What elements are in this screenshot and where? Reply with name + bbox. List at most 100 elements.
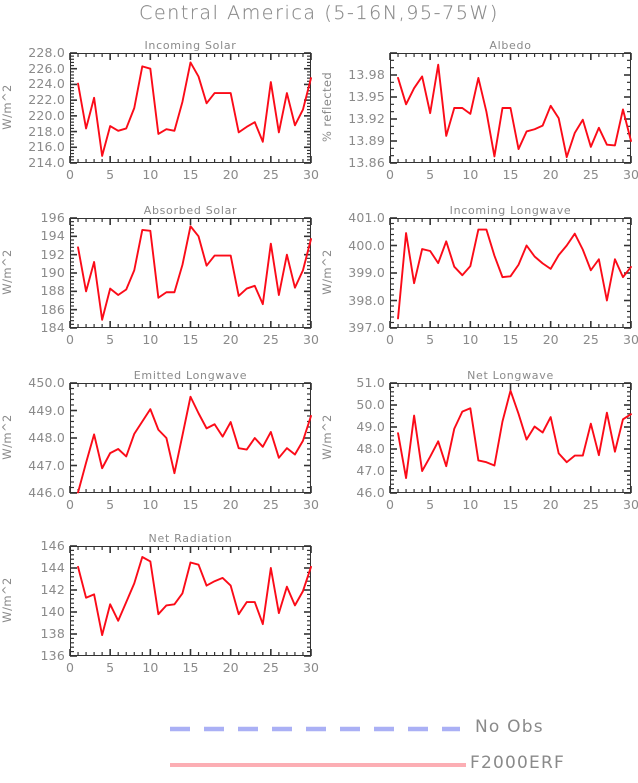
x-tick-label: 30 [303,660,319,675]
y-tick-label: 226.0 [28,60,65,76]
y-tick-label: 449.0 [28,402,65,418]
y-tick-label: 48.0 [356,441,385,456]
x-tick-label: 15 [182,497,199,512]
legend-row-no-obs: No Obs [170,717,630,747]
y-tick-label: 13.95 [348,89,385,104]
x-tick-label: 30 [303,497,319,512]
plot-svg [389,52,632,164]
x-tick-label: 10 [462,167,479,182]
page-title: Central America (5-16N,95-75W) [139,2,499,24]
chart-panel: Absorbed Solar 196 194 192 190 188 186 184 0 5 10 1… [0,204,319,347]
x-tick-label: 5 [106,497,115,512]
x-tick-label: 15 [502,167,519,182]
data-series-line [77,225,312,321]
x-tick-label: 5 [106,332,115,347]
y-tick-label: 50.0 [356,397,385,412]
y-tick-label: 214.0 [28,155,65,170]
x-tick-label: 20 [542,332,559,347]
y-tick-label: 144 [40,560,65,575]
y-tick-label: 216.0 [28,139,65,155]
data-series-line [397,389,632,479]
x-tick-label: 25 [262,497,279,512]
x-tick-label: 0 [66,660,74,675]
y-axis-label: W/m^2 [0,84,14,130]
y-axis-label: W/m^2 [0,414,14,460]
y-axis-label: W/m^2 [0,249,14,295]
legend-label-f2000erf: F2000ERF [470,753,565,773]
y-tick-label: 146 [40,538,65,553]
plot-svg [69,217,312,329]
x-tick-label: 25 [262,332,279,347]
legend-dash-line-icon [170,726,460,732]
y-tick-label: 447.0 [28,457,65,473]
y-tick-label: 188 [40,283,65,299]
y-tick-label: 400.0 [348,237,385,253]
x-tick-label: 25 [262,167,279,182]
y-axis-label: % reflected [320,71,334,143]
x-tick-label: 25 [582,497,599,512]
plot-svg [389,217,632,329]
x-tick-label: 15 [182,660,199,675]
x-tick-label: 30 [303,332,319,347]
x-tick-label: 30 [623,167,638,182]
y-axis-label: W/m^2 [320,414,334,460]
x-tick-label: 20 [222,332,239,347]
x-tick-label: 0 [66,167,74,182]
y-tick-label: 446.0 [28,485,65,500]
panel-title: Incoming Solar [144,39,237,52]
x-tick-label: 10 [142,167,159,182]
x-tick-label: 0 [386,497,394,512]
x-tick-label: 10 [462,332,479,347]
y-tick-label: 450.0 [28,375,65,390]
x-tick-label: 30 [303,167,319,182]
y-tick-label: 13.92 [348,111,385,126]
plot-svg [69,52,312,164]
x-tick-label: 25 [582,167,599,182]
x-tick-label: 10 [142,660,159,675]
y-tick-label: 46.0 [356,485,385,500]
data-series-line [77,556,312,637]
plot-area [70,53,311,163]
y-axis-label: W/m^2 [320,249,334,295]
y-tick-label: 228.0 [28,45,65,60]
x-tick-label: 0 [386,332,394,347]
plot-svg [69,545,312,657]
x-tick-label: 15 [182,332,199,347]
y-tick-label: 13.89 [348,133,385,148]
chart-panel: Net Longwave 51.0 50.0 49.0 48.0 47.0 46.0 0 5 10… [320,369,638,512]
data-series-line [397,228,632,320]
legend-label-no-obs: No Obs [475,717,544,737]
x-tick-label: 0 [66,497,74,512]
data-series-line [397,63,632,159]
panel-title: Albedo [489,39,532,52]
x-tick-label: 20 [222,660,239,675]
x-tick-label: 10 [462,497,479,512]
x-tick-label: 5 [426,167,435,182]
x-tick-label: 30 [623,332,638,347]
y-tick-label: 186 [40,301,65,317]
plot-svg [389,382,632,494]
y-tick-label: 51.0 [356,375,385,390]
x-tick-label: 15 [502,497,519,512]
x-tick-label: 20 [542,497,559,512]
y-tick-label: 192 [40,246,65,262]
x-tick-label: 10 [142,497,159,512]
chart-panel: Incoming Longwave 401.0 400.0 399.0 398.0 397… [320,204,638,347]
x-tick-label: 5 [106,167,115,182]
x-tick-label: 25 [582,332,599,347]
panel-title: Incoming Longwave [449,204,572,217]
y-tick-label: 220.0 [28,107,65,123]
y-tick-label: 218.0 [28,123,65,139]
panel-title: Emitted Longwave [133,369,248,382]
x-tick-label: 15 [502,332,519,347]
legend-row-f2000erf: F2000ERF [170,753,630,783]
x-tick-label: 20 [542,167,559,182]
y-tick-label: 140 [40,604,65,619]
x-tick-label: 10 [142,332,159,347]
y-tick-label: 47.0 [356,463,385,478]
x-tick-label: 5 [426,332,435,347]
y-tick-label: 184 [40,320,65,335]
data-series-line [77,395,312,494]
legend-solid-line-icon [170,763,466,767]
